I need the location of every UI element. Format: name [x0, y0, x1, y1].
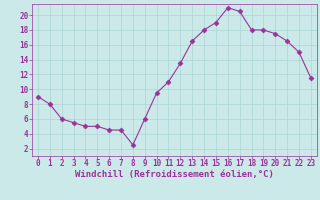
X-axis label: Windchill (Refroidissement éolien,°C): Windchill (Refroidissement éolien,°C): [75, 170, 274, 179]
